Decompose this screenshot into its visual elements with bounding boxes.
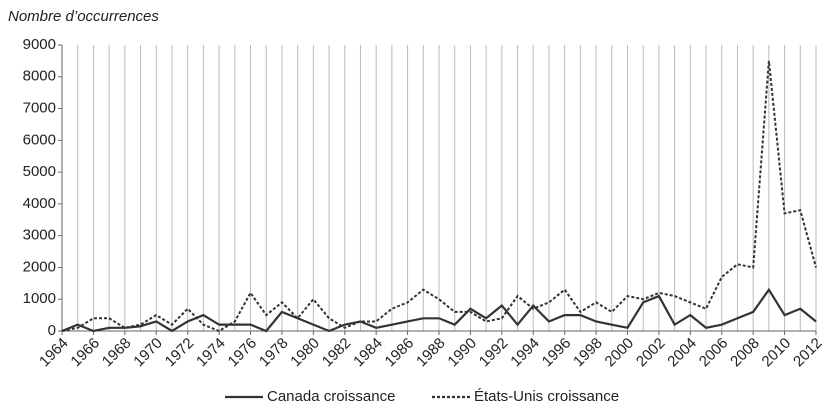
x-tick-label: 2010: [759, 335, 795, 371]
x-tick-label: 2012: [790, 335, 826, 371]
x-tick-label: 1976: [225, 335, 261, 371]
x-tick-label: 1978: [256, 335, 292, 371]
x-tick-label: 1970: [130, 335, 166, 371]
x-tick-label: 2006: [696, 335, 732, 371]
x-tick-label: 1982: [319, 335, 355, 371]
x-tick-label: 2008: [727, 335, 763, 371]
x-tick-label: 1964: [36, 335, 72, 371]
x-tick-label: 1994: [507, 335, 543, 371]
x-tick-label: 1988: [413, 335, 449, 371]
y-tick-label: 1000: [23, 290, 56, 307]
x-tick-label: 2002: [633, 335, 669, 371]
x-tick-label: 1972: [162, 335, 198, 371]
y-tick-label: 8000: [23, 68, 56, 85]
x-tick-label: 1996: [539, 335, 575, 371]
x-tick-label: 1992: [476, 335, 512, 371]
x-tick-label: 1974: [193, 335, 229, 371]
x-tick-label: 1980: [287, 335, 323, 371]
legend-label: Canada croissance: [267, 388, 395, 405]
x-tick-label: 1968: [99, 335, 135, 371]
x-tick-label: 1990: [444, 335, 480, 371]
y-tick-label: 4000: [23, 195, 56, 212]
legend-label: États-Unis croissance: [474, 388, 619, 405]
x-tick-label: 1984: [350, 335, 386, 371]
x-tick-label: 1986: [382, 335, 418, 371]
x-tick-label: 2000: [602, 335, 638, 371]
y-tick-label: 5000: [23, 163, 56, 180]
y-tick-label: 0: [48, 322, 56, 339]
y-tick-label: 6000: [23, 131, 56, 148]
y-tick-label: 7000: [23, 100, 56, 117]
x-tick-label: 1966: [67, 335, 103, 371]
y-tick-label: 2000: [23, 258, 56, 275]
y-tick-label: 9000: [23, 36, 56, 53]
line: [61, 287, 817, 333]
line: [61, 60, 817, 333]
y-tick-label: 3000: [23, 227, 56, 244]
x-tick-label: 1998: [570, 335, 606, 371]
chart-title: Nombre d’occurrences: [8, 8, 159, 25]
x-tick-label: 2004: [664, 335, 700, 371]
